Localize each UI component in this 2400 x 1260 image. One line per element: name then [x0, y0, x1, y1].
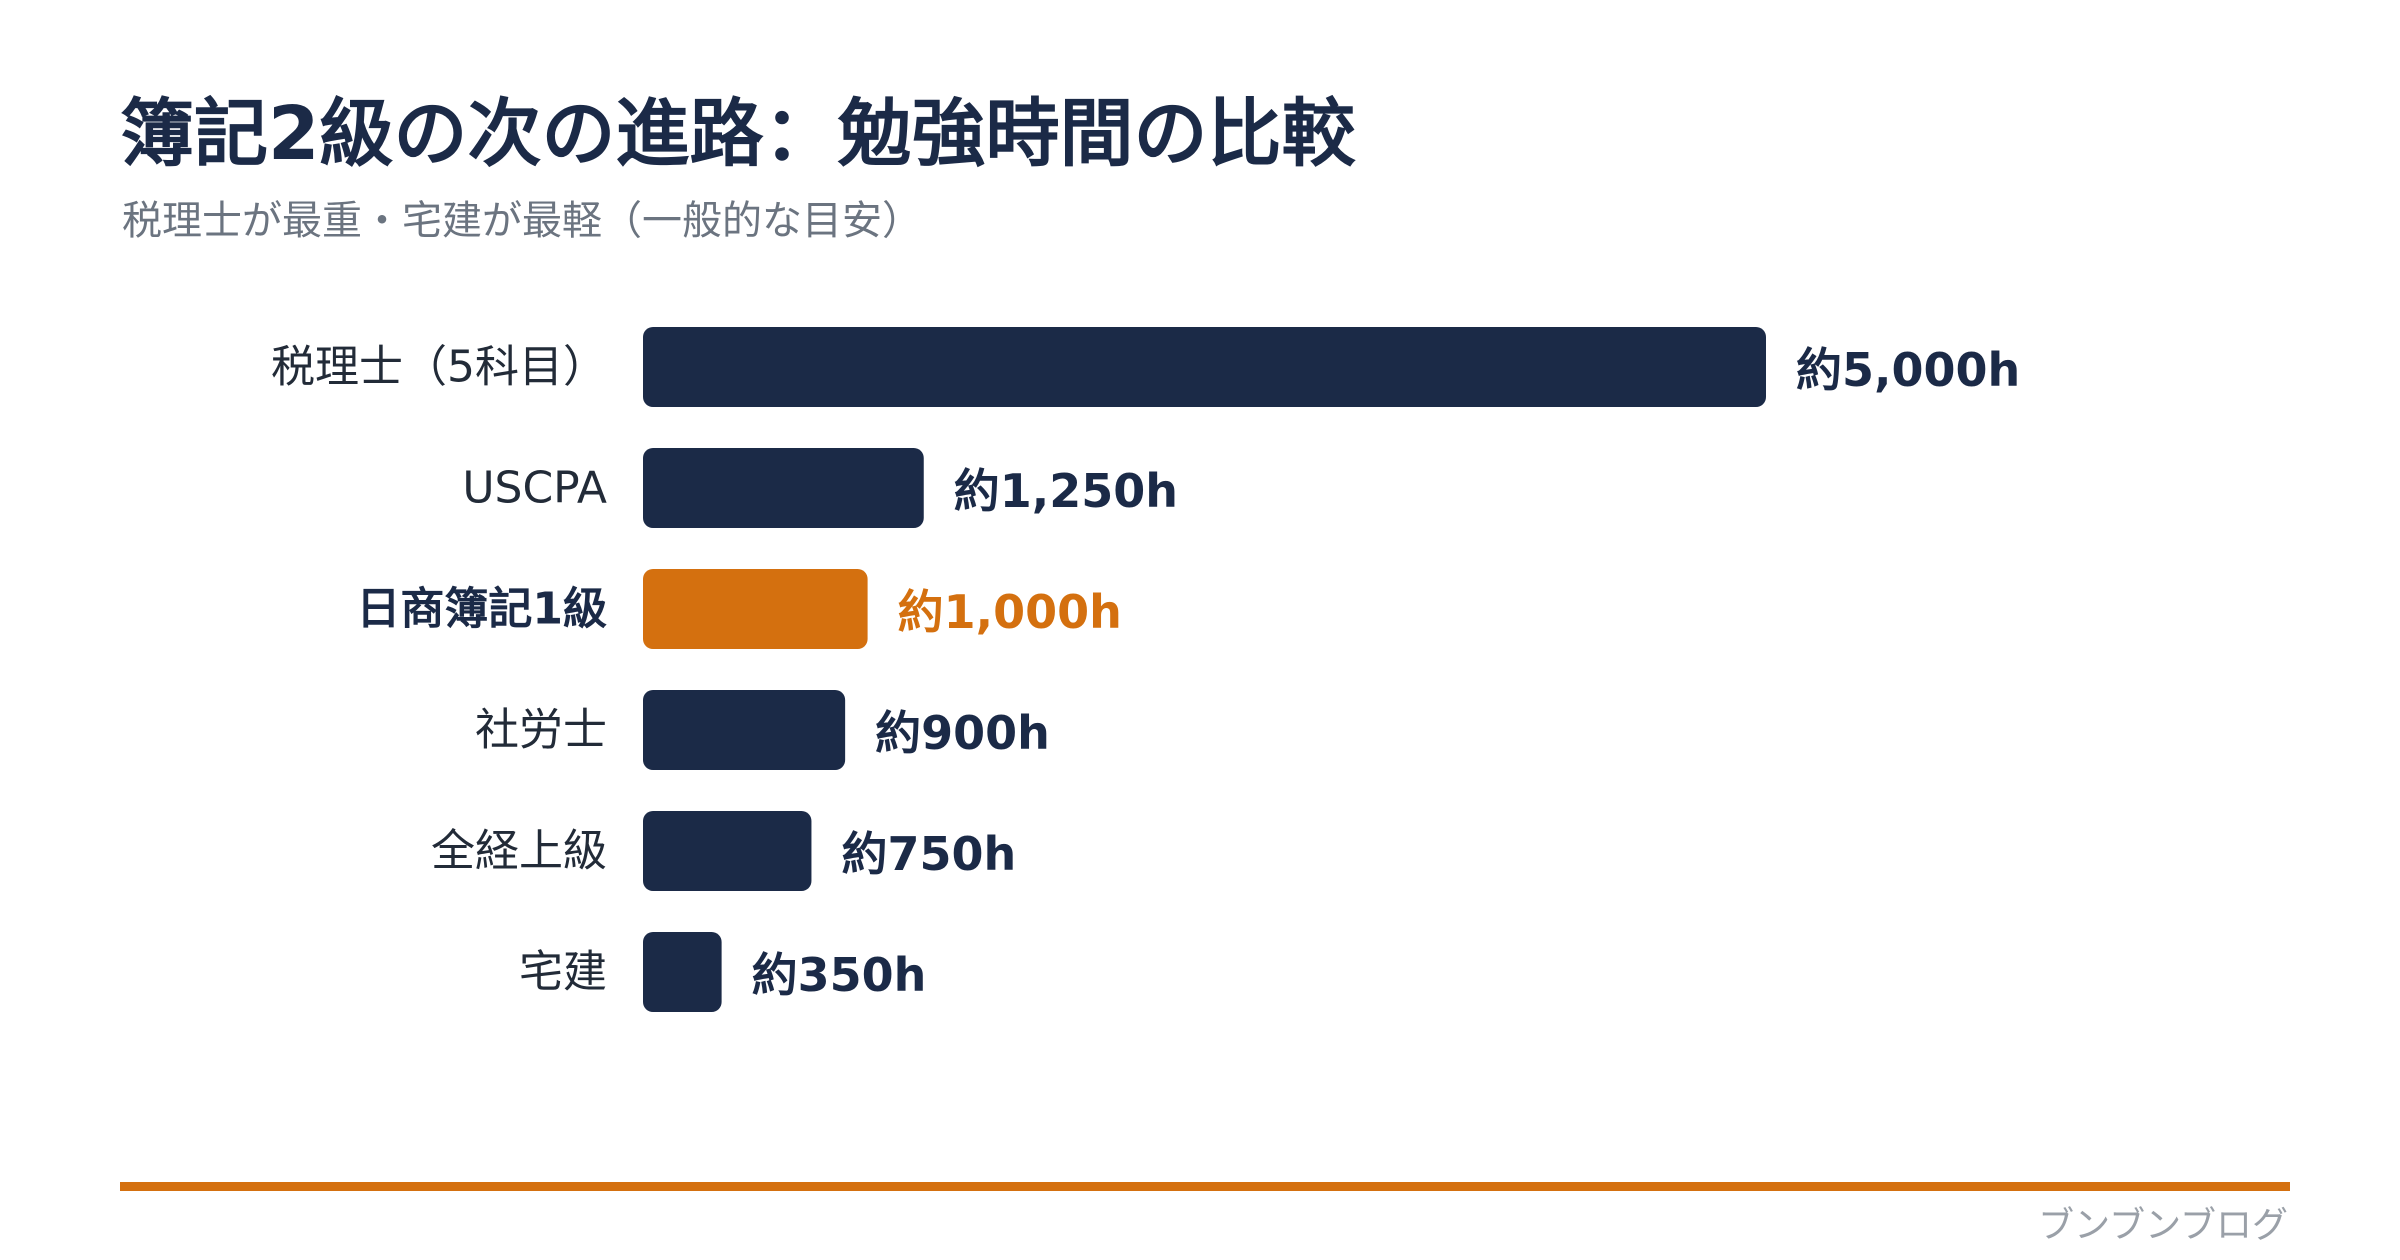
accent-divider [120, 1182, 2290, 1191]
bar [643, 811, 812, 891]
value-label: 約350h [752, 948, 927, 1002]
bar [643, 569, 868, 649]
category-label: 宅建 [519, 947, 607, 998]
bar [643, 327, 1766, 407]
value-label: 約1,000h [898, 585, 1122, 639]
bar [643, 690, 846, 770]
bar-chart: 税理士（5科目） 約5,000h USCPA 約1,250h 日商簿記1級 約1,000h… [271, 327, 2020, 1012]
category-label: 全経上級 [431, 826, 607, 877]
category-label: 日商簿記1級 [356, 584, 607, 635]
value-label: 約5,000h [1796, 343, 2020, 397]
value-label: 約900h [875, 706, 1050, 760]
category-label: 税理士（5科目） [271, 342, 607, 393]
category-label: USCPA [462, 463, 607, 514]
bar [643, 932, 722, 1012]
chart-title: 簿記2級の次の進路：勉強時間の比較 [120, 91, 1356, 177]
value-label: 約750h [841, 827, 1016, 881]
chart-subtitle: 税理士が最重・宅建が最軽（一般的な目安） [122, 198, 922, 244]
category-label: 社労士 [475, 705, 607, 756]
bar [643, 448, 924, 528]
value-label: 約1,250h [954, 464, 1178, 518]
footer-credit: ブンブンブログ [2038, 1205, 2288, 1246]
